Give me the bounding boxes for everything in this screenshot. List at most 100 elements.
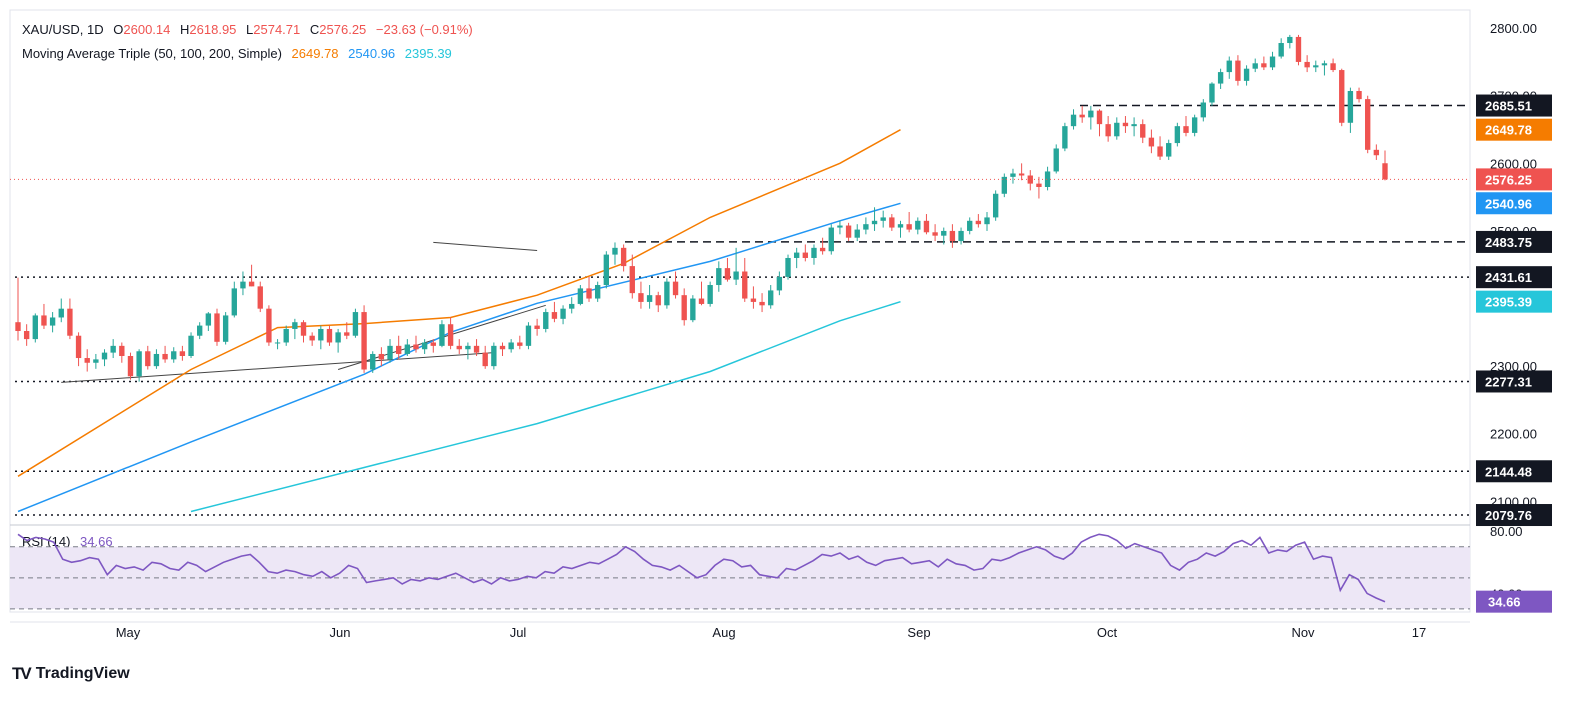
- x-tick-label: May: [116, 625, 141, 640]
- candle-body: [681, 295, 687, 321]
- level-badge-label: 2685.51: [1485, 99, 1532, 114]
- candle-body: [1269, 56, 1276, 68]
- candle-body: [1209, 83, 1215, 103]
- candle-body: [897, 224, 904, 228]
- level-badge-label: 2431.61: [1485, 270, 1532, 285]
- rsi-badge: [1476, 590, 1552, 613]
- candle-body: [1088, 110, 1094, 118]
- candle-body: [1079, 114, 1085, 118]
- level-badge-label: 2483.75: [1485, 235, 1532, 250]
- candle-body: [1278, 43, 1284, 57]
- candle-body: [1070, 114, 1077, 127]
- candle-body: [387, 345, 393, 360]
- candle-body: [75, 335, 82, 359]
- candle-body: [1148, 137, 1155, 147]
- candle-body: [119, 345, 125, 356]
- candle-body: [1096, 110, 1103, 125]
- candle-body: [1217, 72, 1224, 84]
- x-tick-label: Oct: [1097, 625, 1118, 640]
- level-badge: [1476, 460, 1552, 483]
- candle-body: [1287, 36, 1293, 44]
- ma200-badge-label: 2395.39: [1485, 295, 1532, 310]
- candle-body: [101, 352, 108, 360]
- x-tick-label: Jul: [510, 625, 527, 640]
- candle-body: [283, 328, 289, 343]
- candle-body: [508, 342, 514, 350]
- candle-body: [361, 312, 367, 370]
- close-value: 2576.25: [319, 22, 367, 37]
- candle-body: [274, 342, 281, 344]
- candle-body: [1382, 163, 1388, 180]
- candle-body: [41, 315, 47, 326]
- candle-body: [612, 247, 618, 255]
- candle-body: [430, 342, 436, 346]
- ma50-value: 2649.78: [291, 46, 339, 61]
- symbol-label: XAU/USD, 1D: [22, 22, 104, 37]
- candle-body: [958, 230, 964, 242]
- tradingview-branding[interactable]: TV TradingView: [12, 664, 130, 684]
- candle-body: [941, 230, 947, 236]
- level-badge: [1476, 94, 1552, 117]
- candle-body: [1166, 143, 1172, 157]
- x-tick-label: Aug: [712, 625, 735, 640]
- candle-body: [473, 345, 480, 353]
- candle-body: [880, 217, 886, 221]
- candle-body: [439, 324, 445, 346]
- candle-body: [837, 225, 843, 228]
- candle-body: [707, 285, 713, 304]
- candle-body: [67, 308, 73, 336]
- level-badge: [1476, 266, 1552, 289]
- candle-body: [915, 220, 921, 230]
- level-badge: [1476, 230, 1552, 253]
- candle-body: [1044, 171, 1051, 187]
- level-badge-label: 2079.76: [1485, 508, 1532, 523]
- candle-body: [136, 351, 142, 377]
- candle-body: [214, 313, 220, 342]
- candle-body: [1295, 36, 1302, 62]
- candle-body: [733, 271, 739, 280]
- ma100-value: 2540.96: [348, 46, 396, 61]
- candle-body: [309, 335, 315, 341]
- x-tick-label: Sep: [907, 625, 930, 640]
- candle-body: [906, 224, 912, 230]
- change-value: −23.63 (−0.91%): [375, 22, 473, 37]
- candle-body: [1261, 63, 1267, 68]
- candle-body: [811, 247, 817, 258]
- candle-body: [15, 322, 21, 331]
- candle-body: [482, 352, 488, 367]
- candle-body: [655, 295, 661, 306]
- candle-body: [690, 298, 696, 321]
- candle-body: [421, 342, 428, 350]
- candle-body: [768, 290, 774, 306]
- high-label: H: [180, 22, 190, 37]
- candle-body: [1339, 70, 1345, 123]
- candle-body: [967, 220, 973, 231]
- candle-body: [352, 312, 359, 336]
- candle-body: [404, 344, 411, 354]
- candle-body: [819, 247, 826, 252]
- candle-body: [257, 286, 263, 309]
- tradingview-logo-icon: TV: [12, 664, 32, 683]
- rsi-badge-label: 34.66: [1488, 595, 1521, 610]
- candle-body: [222, 315, 229, 342]
- candle-body: [1122, 122, 1129, 127]
- candle-body: [396, 345, 402, 354]
- ma-label: Moving Average Triple (50, 100, 200, Sim…: [22, 46, 282, 61]
- candle-body: [517, 342, 523, 346]
- level-badge: [1476, 504, 1552, 527]
- level-badge: [1476, 370, 1552, 393]
- candle-body: [923, 220, 930, 233]
- rsi-line: [17, 533, 1386, 603]
- candle-body: [1313, 65, 1319, 68]
- candle-body: [543, 312, 549, 329]
- candle-body: [188, 335, 194, 356]
- candle-body: [871, 220, 878, 225]
- candle-body: [1356, 91, 1362, 100]
- candle-body: [1347, 91, 1354, 123]
- candle-body: [456, 345, 462, 350]
- rsi-legend: RSI (14) 34.66: [22, 534, 119, 549]
- candle-body: [698, 298, 705, 304]
- candle-body: [127, 356, 134, 377]
- candle-body: [292, 322, 298, 329]
